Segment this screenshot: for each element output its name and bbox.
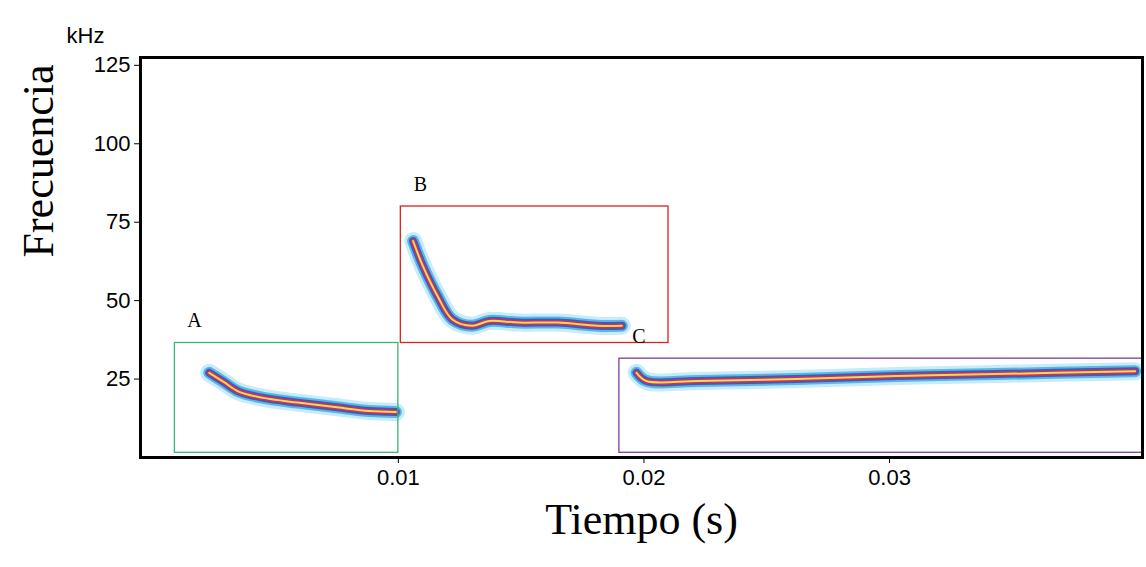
svg-text:kHz: kHz	[67, 23, 105, 48]
svg-text:100: 100	[94, 131, 131, 156]
svg-text:25: 25	[106, 366, 130, 391]
svg-text:C: C	[632, 325, 645, 347]
svg-text:B: B	[414, 173, 427, 195]
svg-text:0.02: 0.02	[623, 465, 666, 490]
svg-text:0.03: 0.03	[868, 465, 911, 490]
svg-text:0.01: 0.01	[377, 465, 420, 490]
svg-text:125: 125	[94, 52, 131, 77]
svg-text:50: 50	[106, 288, 130, 313]
svg-text:Tiempo (s): Tiempo (s)	[545, 495, 738, 544]
svg-text:75: 75	[106, 209, 130, 234]
svg-text:Frecuencia: Frecuencia	[14, 65, 63, 258]
svg-text:A: A	[187, 309, 202, 331]
